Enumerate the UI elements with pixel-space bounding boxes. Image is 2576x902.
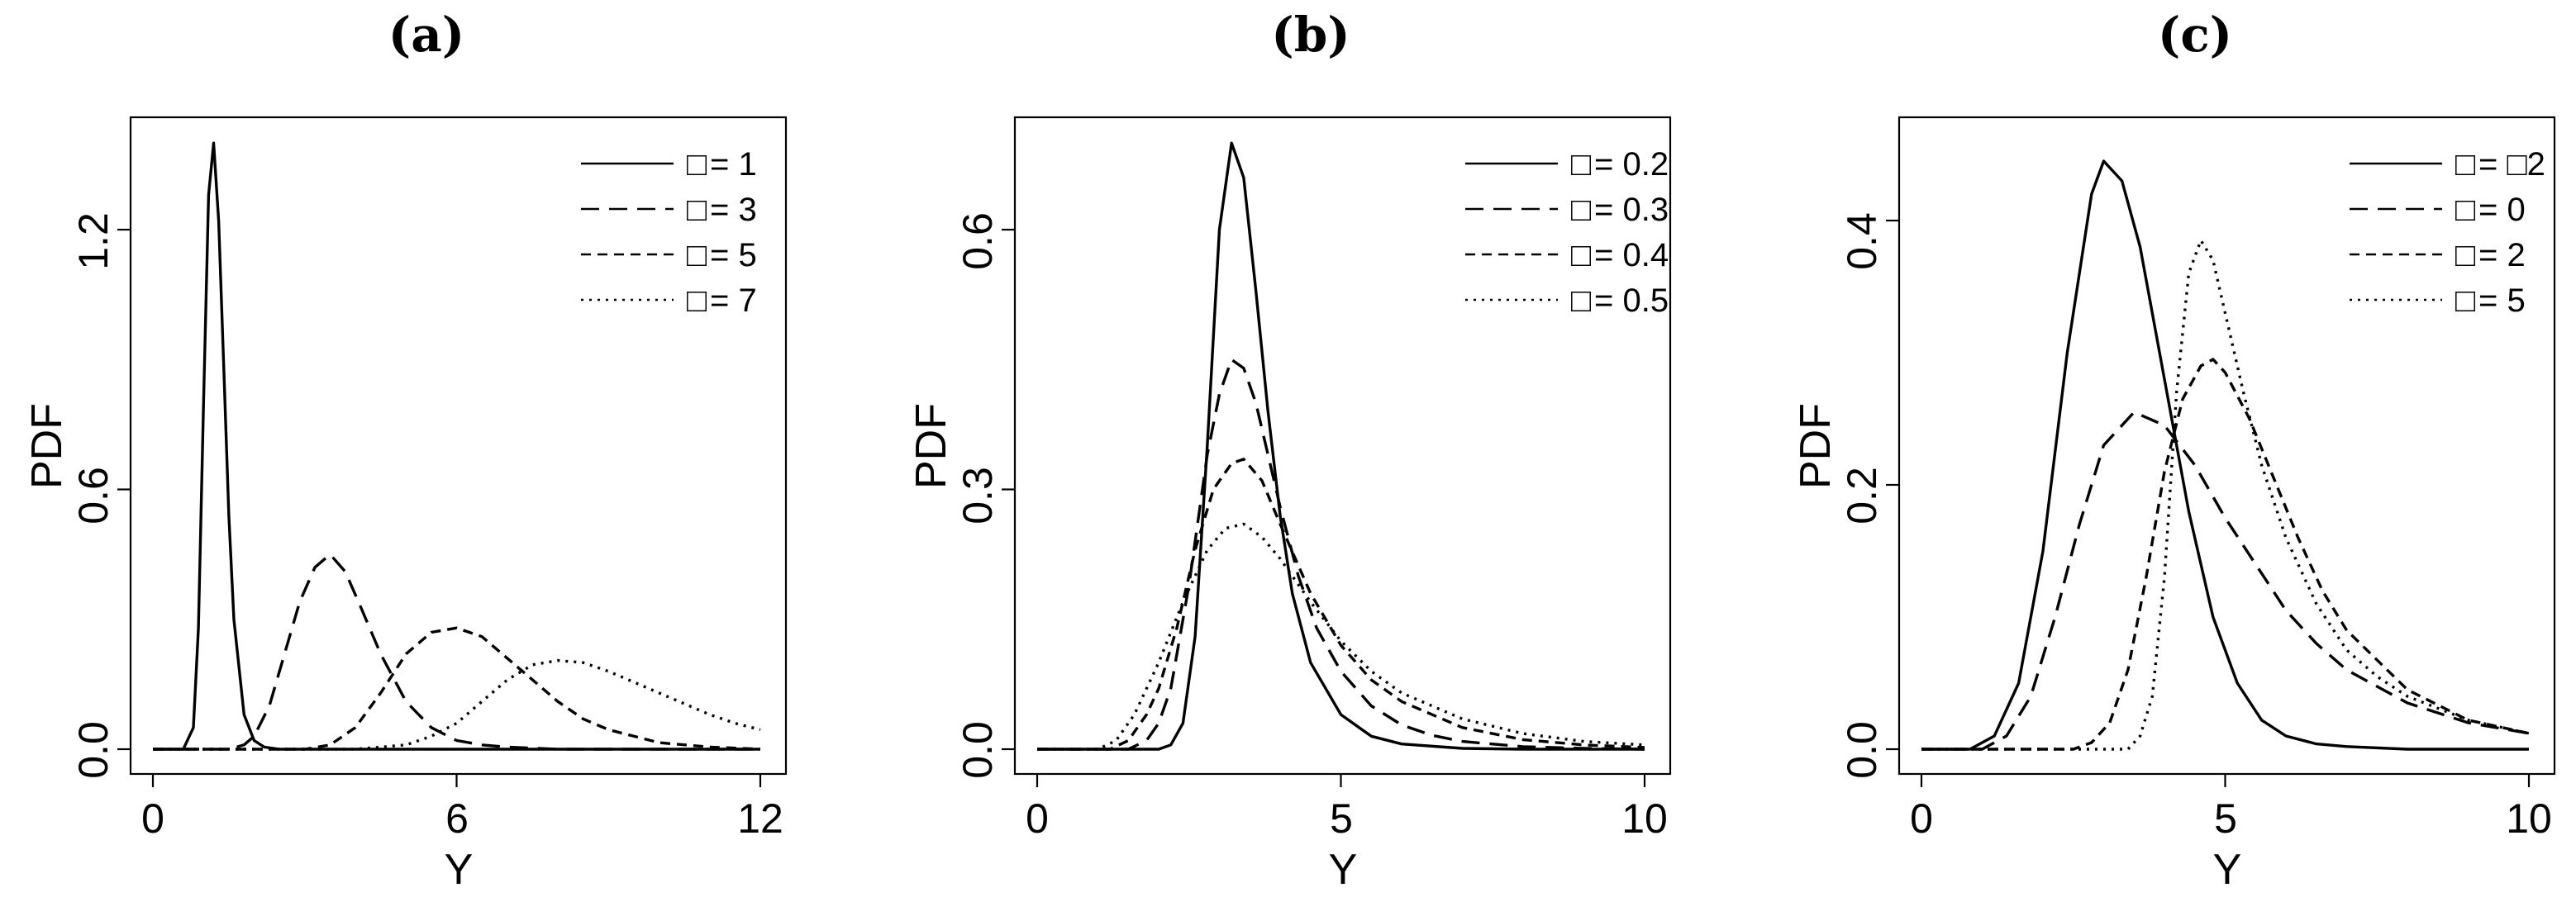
- panel-b-legend-symbol-2: □: [1571, 237, 1591, 273]
- panel-c-y-tick-0: 0.0: [1839, 721, 1885, 779]
- panel-a-plot-frame: [129, 116, 788, 776]
- panel-a-y-tick-2: 1.2: [70, 212, 117, 270]
- panel-c-x-axis-label: Y: [2213, 846, 2242, 894]
- panel-c: (c) 0 5 10 0.0 0.2 0.4 Y PDF □ = □2□ = 0□ =…: [1792, 7, 2556, 894]
- panel-a-legend-label-0: = 1: [710, 146, 757, 183]
- panel-b-series-1-line: [1037, 358, 1645, 751]
- panel-a-legend-symbol-3: □: [687, 282, 707, 319]
- panel-c-plot-frame: [1897, 116, 2556, 776]
- panel-b-title: (b): [1271, 7, 1350, 63]
- panel-c-series-0-line: [1921, 159, 2529, 751]
- panel-a-series-1-line: [153, 553, 760, 751]
- panel-a-y-axis-label: PDF: [23, 403, 71, 489]
- panel-c-y-tick-1: 0.2: [1839, 467, 1885, 525]
- panel-a-legend-symbol-2: □: [687, 237, 707, 273]
- panel-b-y-tick-2: 0.6: [955, 212, 1001, 270]
- panel-b-series-0-line: [1037, 141, 1645, 751]
- panel-c-y-axis-label: PDF: [1792, 403, 1840, 489]
- panel-c-legend-symbol-0: □: [2455, 146, 2475, 183]
- panel-a-legend-symbol-1: □: [687, 192, 707, 228]
- panel-c-x-tick-1: 5: [2214, 795, 2237, 842]
- panel-a-legend-label-3: = 7: [710, 282, 757, 319]
- panel-c-x-tick-2: 10: [2506, 795, 2552, 842]
- panel-a-series-0-line: [153, 141, 760, 751]
- panel-a-x-tick-0: 0: [141, 795, 164, 842]
- panel-c-curves: [1921, 159, 2530, 751]
- panel-b-legend-label-3: = 0.5: [1594, 282, 1669, 319]
- panel-c-legend-label-1: = 0: [2478, 192, 2526, 228]
- panel-a-series-3-line: [153, 658, 761, 751]
- panel-b-x-tick-2: 10: [1621, 795, 1668, 842]
- panel-c-legend-label-3: = 5: [2478, 282, 2526, 319]
- panel-a-x-tick-2: 12: [737, 795, 783, 842]
- panel-c-series-1-line: [1921, 411, 2530, 751]
- panel-b-plot-frame: [1013, 116, 1672, 776]
- panel-b-x-axis-label: Y: [1329, 846, 1358, 894]
- panel-c-x-tick-0: 0: [1910, 795, 1933, 842]
- panel-b-legend-symbol-0: □: [1571, 146, 1591, 183]
- panel-b: (b) 0 5 10 0.0 0.3 0.6 Y PDF □ = 0.2□ = 0.…: [907, 7, 1672, 894]
- panel-c-legend-symbol-3: □: [2455, 282, 2475, 319]
- panel-c-title: (c): [2158, 7, 2232, 63]
- panel-a-ticks: 0 6 12 0.0 0.6 1.2: [70, 212, 783, 842]
- panel-c-series-3-line: [1921, 239, 2530, 751]
- panel-b-y-axis-label: PDF: [907, 403, 955, 489]
- panel-a-title: (a): [388, 7, 464, 63]
- panel-a-y-tick-1: 0.6: [70, 467, 117, 525]
- panel-a-series-2-line: [153, 626, 761, 751]
- panel-a-legend-label-1: = 3: [710, 192, 757, 228]
- panel-b-x-tick-1: 5: [1330, 795, 1353, 842]
- panel-b-legend-label-1: = 0.3: [1594, 192, 1669, 228]
- panel-a-legend-symbol-0: □: [687, 146, 707, 183]
- panel-a-curves: [153, 141, 761, 751]
- panel-c-ticks: 0 5 10 0.0 0.2 0.4: [1839, 212, 2552, 842]
- panel-c-legend-symbol-2: □: [2455, 237, 2475, 273]
- panel-b-x-tick-0: 0: [1026, 795, 1049, 842]
- panel-b-ticks: 0 5 10 0.0 0.3 0.6: [955, 212, 1668, 842]
- panel-c-y-tick-2: 0.4: [1839, 212, 1885, 270]
- panel-a-y-tick-0: 0.0: [70, 721, 117, 779]
- panel-b-legend-symbol-3: □: [1571, 282, 1591, 319]
- panel-b-y-tick-0: 0.0: [955, 721, 1001, 779]
- panel-b-legend-label-0: = 0.2: [1594, 146, 1669, 183]
- panel-c-legend-label-0: = □2: [2478, 146, 2545, 183]
- panel-b-y-tick-1: 0.3: [955, 467, 1001, 525]
- panel-a-x-tick-1: 6: [445, 795, 469, 842]
- panel-b-series-2-line: [1037, 458, 1645, 751]
- panel-c-legend-symbol-1: □: [2455, 192, 2475, 228]
- panel-a-legend: □ = 1□ = 3□ = 5□ = 7: [581, 146, 757, 319]
- panel-b-legend-label-2: = 0.4: [1594, 237, 1669, 273]
- panel-a-legend-label-2: = 5: [710, 237, 757, 273]
- panel-b-legend: □ = 0.2□ = 0.3□ = 0.4□ = 0.5: [1465, 146, 1669, 319]
- panel-c-legend-label-2: = 2: [2478, 237, 2526, 273]
- panel-c-legend: □ = □2□ = 0□ = 2□ = 5: [2350, 146, 2545, 319]
- panel-c-series-2-line: [1921, 358, 2530, 751]
- panel-b-legend-symbol-1: □: [1571, 192, 1591, 228]
- panel-a: (a) 0 6 12 0.0 0.6 1.2 Y PDF □ = 1□ = 3□ = …: [23, 7, 788, 894]
- panel-b-curves: [1037, 141, 1645, 751]
- panel-a-x-axis-label: Y: [445, 846, 474, 894]
